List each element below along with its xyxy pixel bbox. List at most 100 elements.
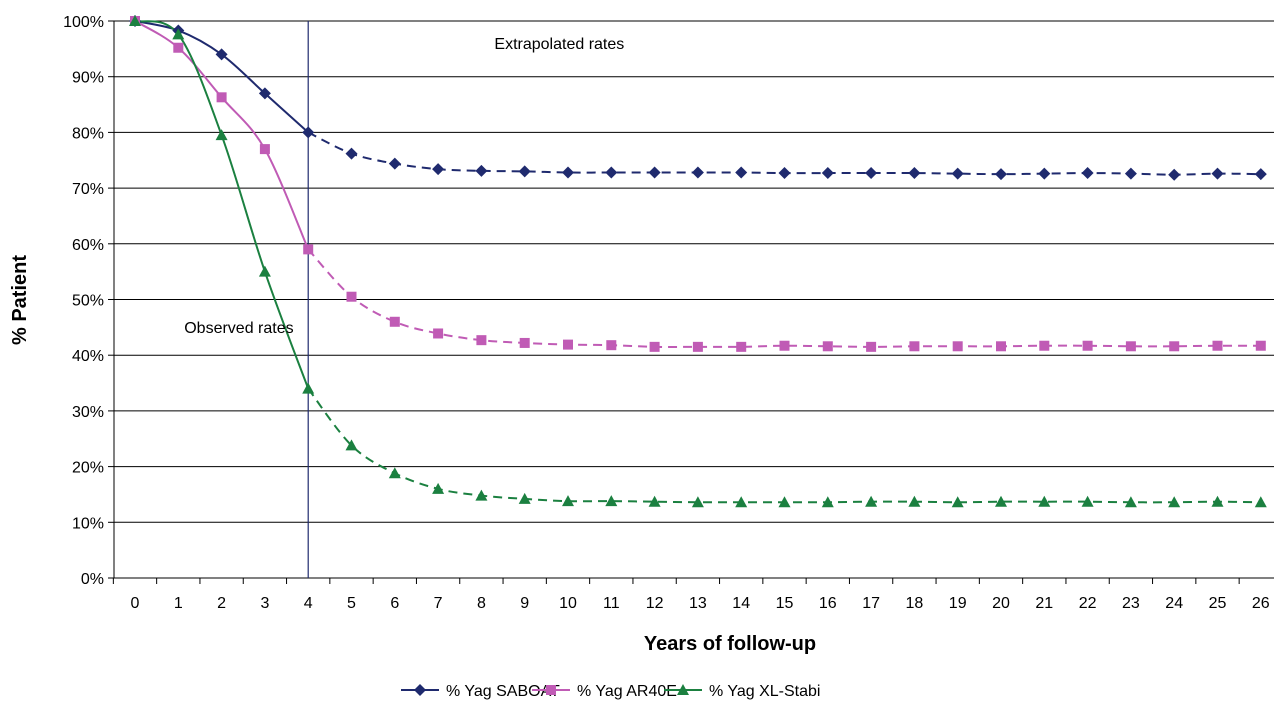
data-point <box>388 157 401 170</box>
data-point <box>951 167 964 180</box>
x-tick-label: 20 <box>992 595 1010 612</box>
data-point <box>172 28 185 40</box>
x-tick-label: 15 <box>776 595 794 612</box>
data-point <box>215 129 228 141</box>
series-group <box>134 20 1261 504</box>
legend: % Yag SABOAT % Yag AR40E % Yag XL-Stabi <box>401 683 820 700</box>
data-point <box>129 15 141 26</box>
data-point <box>1039 340 1050 351</box>
y-tick-label: 30% <box>72 404 104 421</box>
data-point <box>952 341 963 352</box>
data-point <box>303 244 314 255</box>
legend-label-2: % Yag XL-Stabi <box>709 683 820 700</box>
x-tick-label: 18 <box>906 595 924 612</box>
legend-label-1: % Yag AR40E <box>577 683 677 700</box>
y-tick-label: 0% <box>81 571 104 588</box>
data-point <box>908 167 921 180</box>
x-tick-label: 10 <box>559 595 577 612</box>
data-point <box>302 382 315 394</box>
data-point <box>563 339 573 350</box>
data-point <box>345 147 358 160</box>
data-point <box>648 495 661 507</box>
data-point <box>1212 340 1223 351</box>
data-point <box>258 265 271 277</box>
data-point <box>735 496 748 508</box>
data-point <box>432 482 445 494</box>
data-point <box>476 335 487 346</box>
data-point <box>302 126 315 139</box>
data-point <box>388 467 401 479</box>
data-point <box>1169 341 1180 352</box>
y-tick-label: 100% <box>63 14 104 31</box>
x-tick-label: 4 <box>304 595 313 612</box>
data-point <box>1038 167 1051 180</box>
data-point <box>778 496 791 508</box>
x-tick-label: 21 <box>1035 595 1053 612</box>
data-point <box>1254 168 1267 181</box>
data-point <box>1168 168 1181 181</box>
data-point <box>649 341 660 352</box>
data-point <box>562 166 574 179</box>
x-tick-label: 25 <box>1209 595 1227 612</box>
data-point <box>865 495 878 507</box>
data-point <box>821 496 834 508</box>
x-tick-label: 0 <box>131 595 140 612</box>
data-point <box>606 340 617 351</box>
chart-text: Years of follow-up % Patient Extrapolate… <box>9 36 816 655</box>
y-tick-label: 70% <box>72 181 104 198</box>
y-axis-title: % Patient <box>9 255 31 345</box>
annotation-observed: Observed rates <box>184 320 293 337</box>
y-tick-label: 50% <box>72 293 104 310</box>
data-point <box>692 341 703 352</box>
data-point <box>648 166 661 179</box>
y-tick-label: 20% <box>72 460 104 477</box>
x-tick-label: 7 <box>434 595 443 612</box>
x-tick-label: 19 <box>949 595 967 612</box>
data-point <box>866 341 877 352</box>
annotation-extrapolated: Extrapolated rates <box>494 36 624 53</box>
data-point <box>1211 495 1224 507</box>
data-point <box>1125 341 1136 352</box>
data-point <box>173 42 184 53</box>
x-tick-label: 8 <box>477 595 486 612</box>
x-tick-label: 3 <box>260 595 269 612</box>
series-line-extrapolated-1 <box>307 248 1261 348</box>
data-point <box>735 166 748 179</box>
data-point <box>1124 167 1137 180</box>
data-point <box>1124 496 1137 508</box>
legend-marker-2 <box>677 684 689 695</box>
y-tick-label: 10% <box>72 515 104 532</box>
x-tick-label: 13 <box>689 595 707 612</box>
data-point <box>433 328 444 339</box>
data-point <box>951 496 964 508</box>
data-point <box>1081 495 1094 507</box>
data-point <box>1081 167 1094 180</box>
legend-label-0: % Yag SABOAT <box>446 683 560 700</box>
data-point <box>215 48 228 61</box>
series-line-extrapolated-2 <box>307 388 1261 504</box>
data-point <box>518 165 531 178</box>
y-tick-label: 90% <box>72 70 104 87</box>
gridlines <box>114 20 1274 523</box>
y-tick-label: 40% <box>72 348 104 365</box>
data-point <box>346 291 357 302</box>
markers-group <box>129 15 1267 508</box>
y-tick-label: 80% <box>72 125 104 142</box>
data-point <box>691 166 704 179</box>
data-point <box>908 495 921 507</box>
data-point <box>258 87 271 100</box>
data-point <box>736 341 747 352</box>
x-tick-label: 11 <box>603 595 620 612</box>
x-tick-label: 2 <box>217 595 226 612</box>
x-tick-label: 6 <box>390 595 399 612</box>
data-point <box>821 167 834 180</box>
data-point <box>865 167 878 180</box>
data-point <box>822 341 833 352</box>
data-point <box>996 341 1006 352</box>
x-tick-label: 14 <box>732 595 750 612</box>
x-tick-label: 5 <box>347 595 356 612</box>
legend-marker-0 <box>414 684 426 696</box>
y-tick-label: 60% <box>72 237 104 254</box>
